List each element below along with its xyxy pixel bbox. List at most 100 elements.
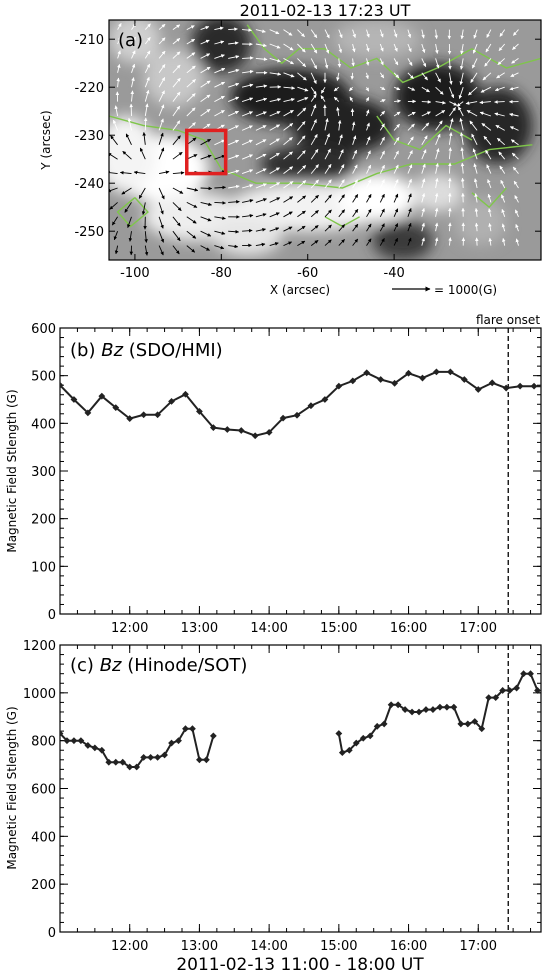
data-point	[450, 703, 458, 711]
x-tick-label: 12:00	[111, 621, 148, 636]
field-vector	[186, 25, 195, 30]
field-vector	[117, 50, 121, 59]
field-vector	[228, 169, 240, 175]
field-vector	[336, 72, 340, 81]
field-vector	[324, 58, 329, 69]
field-vector	[172, 230, 181, 242]
data-point	[366, 732, 374, 740]
field-vector	[310, 94, 317, 102]
field-vector	[242, 213, 254, 218]
field-vector	[144, 76, 150, 88]
field-vector	[435, 162, 439, 174]
field-vector	[393, 164, 399, 174]
panel-b-label: (b) Bz (SDO/HMI)	[70, 340, 223, 361]
field-vector	[255, 153, 267, 160]
field-vector	[283, 97, 295, 103]
field-vector	[119, 170, 132, 175]
field-vector	[138, 187, 146, 199]
y-tick-label: 400	[31, 830, 56, 845]
field-vector	[283, 86, 296, 90]
field-vector	[113, 231, 119, 241]
field-vector	[495, 124, 505, 131]
field-vector	[144, 245, 149, 256]
field-vector	[509, 126, 519, 131]
field-patch	[333, 20, 421, 59]
field-vector	[380, 86, 386, 91]
field-vector	[473, 163, 478, 174]
field-vector	[509, 86, 519, 91]
field-vector	[283, 166, 294, 174]
field-vector	[139, 147, 146, 160]
field-vector	[366, 136, 371, 145]
field-vector	[214, 26, 224, 31]
field-vector	[255, 139, 267, 146]
contour-line	[116, 197, 149, 228]
field-vector	[448, 132, 453, 145]
field-vector	[434, 237, 439, 246]
field-vector	[283, 151, 293, 160]
field-vector	[310, 119, 317, 131]
field-vector	[158, 216, 164, 229]
field-vector	[365, 86, 370, 92]
field-vector	[351, 121, 356, 131]
field-vector	[479, 100, 491, 105]
field-vector	[310, 210, 319, 218]
data-point	[133, 763, 141, 771]
field-vector	[200, 53, 211, 59]
field-vector	[407, 58, 413, 66]
field-vector	[435, 43, 439, 54]
field-vector	[255, 125, 267, 131]
field-vector	[379, 208, 385, 218]
field-vector	[228, 41, 239, 45]
field-vector	[186, 38, 196, 45]
polarity-contours	[109, 24, 541, 228]
field-vector	[515, 238, 520, 246]
field-vector	[393, 179, 399, 189]
data-point	[363, 369, 371, 377]
field-vector	[228, 139, 240, 146]
field-vector	[144, 231, 148, 243]
field-vector	[500, 179, 506, 189]
field-vector	[269, 182, 281, 189]
field-vector	[214, 139, 226, 146]
field-vector	[365, 72, 369, 80]
data-point	[513, 684, 521, 692]
field-vector	[297, 150, 306, 160]
field-vector	[131, 36, 136, 45]
field-vector	[158, 231, 164, 243]
field-vector	[480, 86, 492, 93]
field-vector	[214, 54, 225, 59]
field-vector	[172, 187, 184, 194]
field-vector	[407, 164, 413, 174]
field-vector	[448, 207, 452, 217]
field-vector	[338, 164, 345, 174]
field-vector	[498, 43, 506, 51]
field-vector	[421, 29, 425, 39]
field-vector	[486, 164, 492, 174]
y-tick-label: -210	[74, 33, 104, 48]
field-vector	[158, 245, 164, 256]
field-vector	[111, 216, 118, 226]
field-vector	[513, 180, 519, 189]
field-vector	[214, 40, 225, 45]
field-vector	[158, 147, 165, 160]
y-tick-label: -220	[74, 81, 104, 96]
field-vector	[214, 67, 226, 74]
field-vector	[214, 154, 226, 160]
data-point	[460, 376, 468, 383]
field-vector	[448, 72, 453, 85]
field-vector	[241, 184, 254, 189]
field-vector	[172, 202, 182, 212]
field-vector	[338, 149, 344, 160]
field-vector	[501, 208, 506, 217]
field-vector	[407, 72, 414, 79]
field-vector	[110, 135, 118, 146]
field-vector	[172, 24, 181, 30]
x-tick-label: 15:00	[320, 621, 357, 636]
field-vector	[338, 224, 346, 232]
field-vector	[283, 29, 293, 36]
data-point	[436, 703, 444, 711]
panel-c-series	[60, 645, 541, 932]
y-tick-label: 200	[31, 513, 56, 528]
